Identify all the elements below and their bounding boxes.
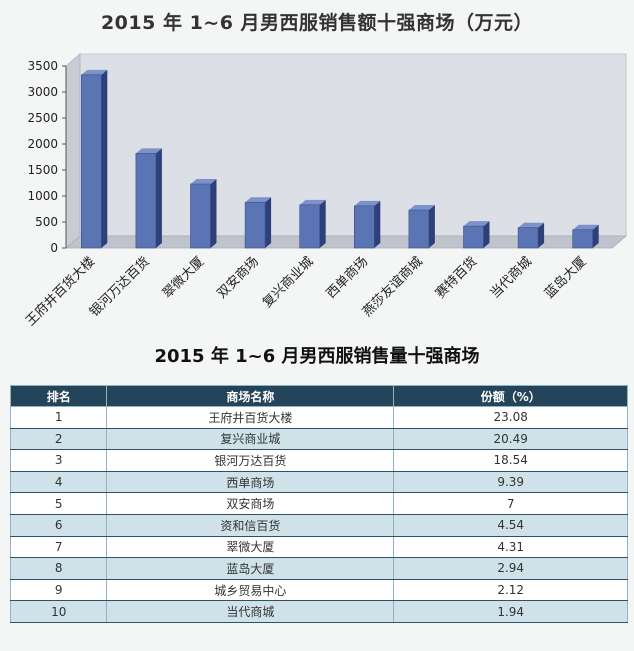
x-category-label: 翠微大厦 [160, 254, 207, 301]
ranking-table: 排名 商场名称 份额（%） 1 王府井百货大楼 23.08 2 复兴商业城 20.49 3 银… [9, 385, 628, 623]
cell-rank: 6 [9, 514, 108, 537]
cell-share: 20.49 [393, 428, 628, 451]
bar-top [299, 199, 326, 205]
bar-top [135, 148, 162, 154]
table-row: 3 银河万达百货 18.54 [9, 449, 628, 472]
cell-rank: 7 [9, 536, 108, 559]
cell-mall-name: 王府井百货大楼 [106, 406, 395, 429]
bar [81, 74, 102, 249]
table-header-row: 排名 商场名称 份额（%） [9, 385, 628, 407]
chart-title: 2015 年 1~6 月男西服销售额十强商场（万元） [100, 12, 534, 34]
y-tick-label: 1500 [27, 163, 58, 177]
x-category-label: 双安商场 [215, 254, 262, 301]
bar-top [572, 224, 599, 230]
bar-top [81, 69, 108, 75]
bar-side [319, 199, 326, 248]
table-row: 2 复兴商业城 20.49 [9, 428, 628, 451]
cell-rank: 4 [9, 471, 108, 494]
x-category-label: 西单商场 [324, 254, 371, 301]
bar [353, 205, 375, 249]
table-row: 7 翠微大厦 4.31 [9, 536, 628, 559]
cell-mall-name: 翠微大厦 [106, 536, 395, 559]
x-category-label: 复兴商业城 [260, 254, 317, 311]
table-row: 9 城乡贸易中心 2.12 [9, 579, 628, 602]
cell-rank: 10 [9, 600, 108, 623]
x-category-label: 赛特百货 [432, 254, 480, 302]
table-row: 1 王府井百货大楼 23.08 [9, 406, 628, 429]
y-tick-label: 3500 [27, 59, 58, 73]
bar-side [210, 179, 217, 248]
bar [190, 183, 211, 249]
header-rank: 排名 [9, 385, 108, 407]
cell-share: 4.31 [393, 536, 628, 559]
x-category-label: 王府井百货大楼 [22, 254, 98, 330]
cell-share: 1.94 [393, 600, 628, 623]
header-mall-name: 商场名称 [106, 385, 395, 407]
cell-share: 18.54 [393, 449, 628, 472]
bar-top [463, 221, 490, 227]
cell-mall-name: 银河万达百货 [106, 449, 395, 472]
y-tick-label: 500 [35, 215, 58, 229]
bar-top [518, 222, 545, 228]
bar-side [428, 205, 435, 248]
cell-share: 9.39 [393, 471, 628, 494]
bar-top [408, 205, 435, 211]
cell-rank: 5 [9, 492, 108, 515]
cell-share: 7 [393, 492, 628, 515]
bar-top [354, 200, 381, 206]
y-tick-label: 2500 [27, 111, 58, 125]
bar [463, 225, 484, 249]
cell-mall-name: 西单商场 [106, 471, 395, 494]
cell-share: 2.94 [393, 557, 628, 580]
bar-top [245, 197, 272, 203]
cell-mall-name: 资和信百货 [106, 514, 395, 537]
table-row: 10 当代商城 1.94 [9, 600, 628, 623]
x-category-label: 蓝岛大厦 [541, 254, 589, 302]
table-row: 4 西单商场 9.39 [9, 471, 628, 494]
cell-share: 2.12 [393, 579, 628, 602]
cell-mall-name: 双安商场 [106, 492, 395, 515]
bar-top [190, 179, 217, 185]
bar [135, 153, 157, 249]
cell-rank: 2 [9, 428, 108, 451]
bar-side [155, 148, 162, 248]
bar [572, 229, 594, 249]
y-tick-label: 2000 [27, 137, 58, 151]
bar-side [592, 224, 599, 248]
table-row: 5 双安商场 7 [9, 492, 628, 515]
bar [299, 204, 321, 249]
y-tick-label: 1000 [27, 189, 58, 203]
cell-mall-name: 城乡贸易中心 [106, 579, 395, 602]
bar [517, 227, 539, 249]
bar [408, 209, 430, 249]
y-tick-label: 3000 [27, 85, 58, 99]
cell-rank: 1 [9, 406, 108, 429]
table-row: 6 资和信百货 4.54 [9, 514, 628, 537]
bar-side [538, 222, 545, 248]
y-tick-label: 0 [50, 241, 58, 255]
sales-bar-chart: 0500100015002000250030003500王府井百货大楼银河万达百… [22, 53, 628, 330]
cell-mall-name: 当代商城 [106, 600, 395, 623]
cell-mall-name: 蓝岛大厦 [106, 557, 395, 580]
table-title: 2015 年 1~6 月男西服销售量十强商场 [154, 346, 480, 367]
cell-rank: 8 [9, 557, 108, 580]
table-row: 8 蓝岛大厦 2.94 [9, 557, 628, 580]
cell-rank: 3 [9, 449, 108, 472]
table-body: 1 王府井百货大楼 23.08 2 复兴商业城 20.49 3 银河万达百货 18.54 4 西单商… [9, 406, 628, 623]
bar-side [265, 197, 272, 248]
chart-side-wall [65, 53, 81, 249]
cell-mall-name: 复兴商业城 [106, 428, 395, 451]
x-category-label: 当代商城 [488, 254, 535, 301]
bar-side [101, 69, 108, 248]
header-share: 份额（%） [393, 385, 628, 407]
cell-share: 23.08 [393, 406, 628, 429]
cell-share: 4.54 [393, 514, 628, 537]
bar-side [374, 200, 381, 248]
cell-rank: 9 [9, 579, 108, 602]
bar [244, 201, 266, 249]
bar-side [483, 221, 490, 248]
